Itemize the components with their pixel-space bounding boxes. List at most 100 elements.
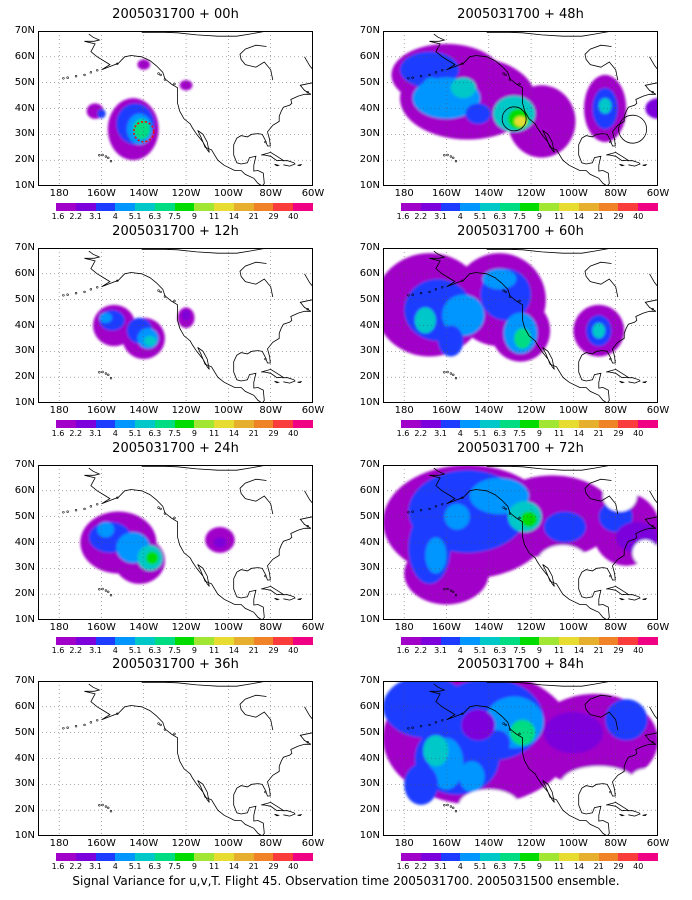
longitude-tick-label: 160W — [431, 405, 461, 416]
coastline-path — [297, 380, 303, 384]
colorbar-swatch — [75, 637, 97, 645]
colorbar-swatch — [174, 203, 195, 211]
island-outline — [504, 507, 507, 511]
longitude-tick-label: 160W — [431, 622, 461, 633]
colorbar-label: 11 — [209, 429, 220, 438]
island-outline — [441, 503, 444, 506]
map-plot — [38, 681, 313, 836]
island-outline — [173, 516, 176, 520]
latitude-tick-label: 60N — [14, 484, 35, 496]
colorbar-swatch — [75, 420, 97, 428]
longitude-tick-label: 120W — [171, 188, 201, 199]
colorbar-label: 40 — [288, 862, 299, 871]
map-plot — [383, 465, 658, 620]
colorbar-swatch — [539, 853, 560, 861]
island-outline — [96, 69, 99, 72]
longitude-tick-label: 120W — [171, 405, 201, 416]
coastline — [407, 465, 658, 620]
coastline-path — [233, 743, 311, 836]
colorbar-swatch — [499, 203, 521, 211]
variance-contour — [543, 511, 587, 543]
island-outline — [264, 140, 267, 144]
colorbar-label: 4 — [112, 212, 118, 221]
colorbar-swatch — [194, 853, 215, 861]
island-outline — [107, 590, 110, 594]
coastline-path — [578, 743, 656, 836]
island-outline — [518, 82, 521, 86]
colorbar-swatch — [480, 420, 501, 428]
island-outline — [434, 721, 438, 724]
island-outline — [264, 574, 267, 578]
colorbar-label: 4 — [457, 862, 463, 871]
island-outline — [441, 69, 444, 72]
latitude-tick-label: 30N — [14, 562, 35, 574]
longitude-tick-label: 140W — [474, 188, 504, 199]
colorbar-label: 21 — [248, 862, 259, 871]
colorbar-label: 29 — [268, 429, 279, 438]
coastline-path — [274, 813, 280, 817]
coastline-path — [627, 594, 641, 601]
colorbar-swatch — [598, 853, 619, 861]
range-ring — [618, 114, 648, 144]
colorbar-label: 4 — [112, 862, 118, 871]
colorbar-label: 21 — [248, 429, 259, 438]
coastline-path — [84, 474, 263, 620]
longitude-tick-label: 80W — [604, 188, 627, 199]
colorbar-swatch — [420, 203, 442, 211]
colorbar-swatch — [559, 637, 580, 645]
longitude-tick-label: 160W — [86, 405, 116, 416]
island-outline — [104, 805, 108, 808]
coastline — [62, 31, 313, 186]
island-outline — [306, 91, 309, 94]
longitude-tick-label: 60W — [301, 405, 325, 416]
coastline-path — [578, 310, 656, 403]
colorbar-swatch — [135, 853, 156, 861]
island-outline — [101, 370, 104, 374]
coastline-path — [274, 597, 280, 601]
colorbar-label: 29 — [268, 862, 279, 871]
variance-contour — [520, 511, 538, 527]
island-outline — [74, 75, 78, 78]
latitude-tick-label: 40N — [359, 536, 380, 548]
island-outline — [104, 589, 108, 592]
island-outline — [449, 589, 453, 592]
colorbar-swatch — [194, 637, 215, 645]
island-outline — [651, 91, 654, 94]
latitude-tick-label: 10N — [14, 830, 35, 841]
island-outline — [163, 512, 167, 515]
colorbar-label: 1.6 — [51, 429, 65, 438]
longitude-tick-label: 140W — [129, 188, 159, 199]
colorbar-label: 4 — [112, 646, 118, 655]
island-outline — [159, 507, 162, 511]
island-outline — [66, 726, 69, 729]
colorbar-swatch — [480, 853, 501, 861]
colorbar-label: 21 — [593, 429, 604, 438]
variance-contour — [143, 335, 157, 347]
coastline-path — [84, 467, 101, 476]
variance-contour — [145, 551, 159, 565]
longitude-tick-label: 140W — [129, 405, 159, 416]
colorbar-swatch — [233, 203, 255, 211]
longitude-tick-label: 180 — [394, 622, 414, 633]
colorbar-swatch — [440, 637, 461, 645]
island-outline — [508, 295, 512, 298]
island-outline — [502, 289, 505, 292]
colorbar-swatch — [638, 853, 659, 861]
latitude-tick-label: 20N — [359, 804, 380, 816]
colorbar-label: 5.1 — [128, 212, 142, 221]
latitude-tick-label: 20N — [14, 154, 35, 166]
coastline-path — [429, 690, 608, 836]
island-outline — [609, 140, 612, 144]
longitude-tick-label: 160W — [431, 838, 461, 849]
longitude-tick-label: 180 — [49, 405, 69, 416]
colorbar-swatch — [559, 203, 580, 211]
island-outline — [98, 804, 101, 807]
island-outline — [74, 509, 78, 512]
colorbar-label: 14 — [573, 429, 585, 438]
island-outline — [107, 373, 110, 377]
island-outline — [452, 590, 455, 594]
coastline-path — [584, 478, 619, 515]
colorbar-label: 21 — [593, 862, 604, 871]
longitude-tick-label: 80W — [604, 838, 627, 849]
island-outline — [441, 286, 444, 289]
